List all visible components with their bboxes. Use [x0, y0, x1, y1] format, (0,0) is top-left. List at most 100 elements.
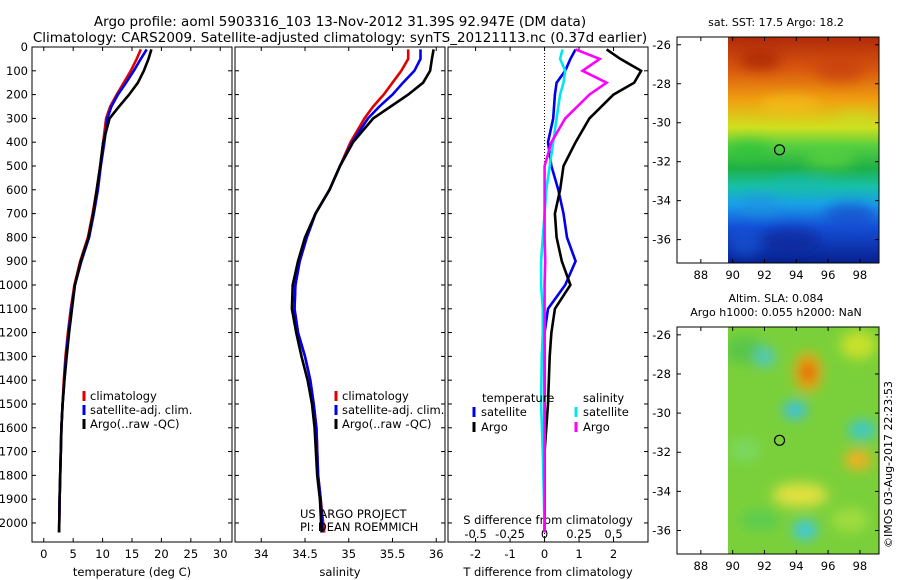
map-frame — [676, 36, 880, 264]
x-tick-label: 0 — [40, 547, 47, 561]
imos-stamp: ©IMOS 03-Aug-2017 22:23:53 — [882, 381, 895, 548]
legend-label: satellite — [481, 405, 527, 419]
x-tick-label: 5 — [70, 547, 77, 561]
sst-map-axes: 88 90 92 94 96 98 -26 -28 -30 -32 -34 -36 — [652, 36, 880, 282]
x-tick-label: -1 — [504, 547, 515, 561]
series-line-climatology — [293, 49, 410, 533]
sla-field — [728, 327, 879, 554]
legend-heading-salinity: salinity — [583, 391, 624, 405]
sla-map-axes: 88 90 92 94 96 98 -26 -28 -30 -32 -34 -36 — [652, 326, 880, 573]
x-axis-label: temperature (deg C) — [73, 565, 191, 579]
argo-location-marker — [773, 434, 786, 446]
series-line-argo-raw-qc- — [290, 49, 435, 533]
y-tick-label: 700 — [6, 207, 28, 221]
x-tick-label: 20 — [154, 547, 169, 561]
x-tick-label: 35.5 — [380, 547, 406, 561]
y-tick-label: -34 — [652, 484, 671, 498]
sla-map-title: Altim. SLA: 0.084 — [728, 292, 823, 305]
plot-frame — [31, 46, 233, 543]
salinity-panel: 34 34.5 35 35.5 36 salinity climatologysatelli… — [234, 46, 446, 579]
sla-map-subtitle: Argo h1000: 0.055 h2000: NaN — [690, 306, 862, 319]
x-tick-label: 10 — [95, 547, 110, 561]
y-tick-label: 300 — [6, 111, 28, 125]
legend-label: satellite — [583, 405, 629, 419]
x-tick-label: 96 — [821, 268, 836, 282]
legend-label: Argo — [481, 420, 508, 434]
x-tick-label: -2 — [470, 547, 481, 561]
y-tick-label: 1100 — [0, 302, 28, 316]
plot-frame — [234, 46, 446, 543]
series-line-argo-raw-qc- — [57, 49, 153, 533]
series-line-temperature-satellite — [543, 48, 577, 533]
legend-label: Argo(..raw -QC) — [342, 417, 432, 431]
legend-label: climatology — [90, 389, 157, 403]
x-tick-label: 96 — [821, 559, 836, 573]
x-tick-label: 34 — [254, 547, 269, 561]
header-line-1: Argo profile: aoml 5903316_103 13-Nov-20… — [94, 14, 586, 30]
y-tick-label: 900 — [6, 254, 28, 268]
y-tick-label: 1600 — [0, 421, 28, 435]
y-tick-label: 600 — [6, 183, 28, 197]
y-tick-label: -32 — [652, 155, 671, 169]
y-tick-label: 1900 — [0, 492, 28, 506]
series-line-climatology — [57, 48, 142, 533]
y-tick-label: 1200 — [0, 326, 28, 340]
x-axis-label: T difference from climatology — [462, 565, 633, 579]
series-line-satellite-adj-clim- — [293, 49, 422, 533]
y-tick-label: 1300 — [0, 349, 28, 363]
y-tick-label: -28 — [652, 367, 671, 381]
x-tick-label: 94 — [789, 559, 804, 573]
y-tick-label: -36 — [652, 233, 671, 247]
y-tick-label: -36 — [652, 524, 671, 538]
x-tick-label: 88 — [694, 268, 709, 282]
x-tick-label: 92 — [757, 268, 772, 282]
x-tick-label: 98 — [853, 559, 868, 573]
y-tick-label: -32 — [652, 445, 671, 459]
legend-label: Argo — [583, 420, 610, 434]
x-tick-label: 90 — [725, 559, 740, 573]
x-tick-label: 30 — [213, 547, 228, 561]
x-tick-label: 90 — [725, 268, 740, 282]
y-tick-label: 100 — [6, 64, 28, 78]
x-tick-label: 25 — [184, 547, 199, 561]
x-tick-label: 92 — [757, 559, 772, 573]
legend-label: satellite-adj. clim. — [342, 403, 444, 417]
y-tick-label: 200 — [6, 88, 28, 102]
y-tick-label: 0 — [21, 40, 28, 54]
y-tick-label: 1400 — [0, 373, 28, 387]
sla-map: Altim. SLA: 0.084 Argo h1000: 0.055 h200… — [652, 292, 880, 573]
y-tick-label: 400 — [6, 135, 28, 149]
header-line-2: Climatology: CARS2009. Satellite-adjuste… — [33, 30, 647, 46]
y-tick-label: -26 — [652, 38, 671, 52]
sst-map-title: sat. SST: 17.5 Argo: 18.2 — [708, 16, 844, 29]
y-tick-label: 500 — [6, 159, 28, 173]
top-tick-label: 0.5 — [604, 527, 622, 541]
sst-map: sat. SST: 17.5 Argo: 18.2 88 90 92 94 96 98 -2… — [652, 16, 880, 282]
plot-frame — [447, 46, 649, 543]
y-tick-label: 800 — [6, 230, 28, 244]
y-tick-label: -30 — [652, 116, 671, 130]
top-axis-label: S difference from climatology — [463, 513, 633, 527]
x-tick-label: 88 — [694, 559, 709, 573]
legend-label: Argo(..raw -QC) — [90, 417, 180, 431]
sst-field — [728, 37, 879, 263]
legend-label: climatology — [342, 389, 409, 403]
top-tick-label: -0.5 — [464, 527, 486, 541]
y-tick-label: 1000 — [0, 278, 28, 292]
y-tick-label: -30 — [652, 406, 671, 420]
series-line-salinity-argo — [543, 48, 610, 533]
y-tick-label: -34 — [652, 194, 671, 208]
top-tick-label: -0.25 — [495, 527, 525, 541]
y-tick-label: -28 — [652, 77, 671, 91]
pi-label: PI: DEAN ROEMMICH — [300, 520, 418, 534]
x-tick-label: 94 — [789, 268, 804, 282]
x-tick-label: 36 — [429, 547, 444, 561]
argo-location-marker — [773, 144, 786, 156]
x-axis-label: salinity — [319, 565, 360, 579]
y-tick-label: -26 — [652, 328, 671, 342]
top-tick-label: 0.25 — [566, 527, 592, 541]
y-tick-label: 1800 — [0, 468, 28, 482]
x-tick-label: 98 — [853, 268, 868, 282]
x-tick-label: 35 — [341, 547, 356, 561]
